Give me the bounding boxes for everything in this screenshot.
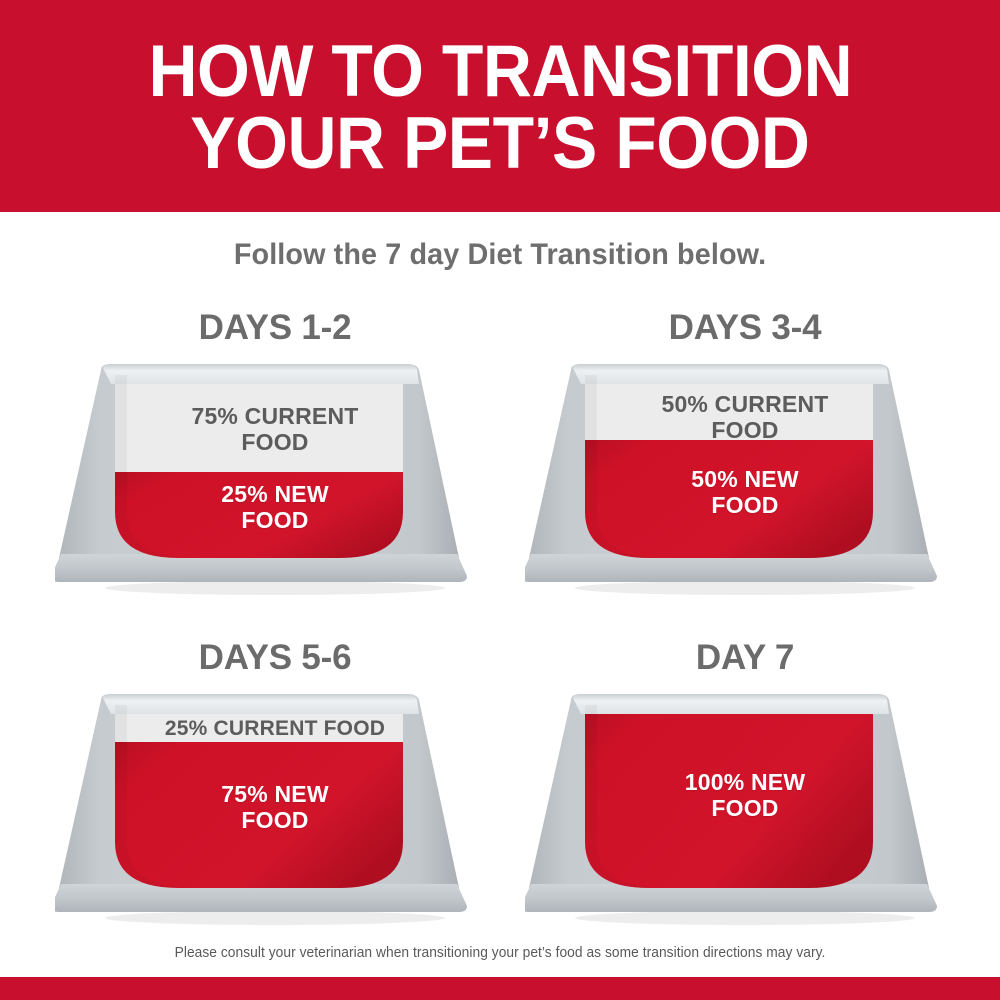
page-title-line-2: YOUR PET’S FOOD [190,103,810,184]
transition-step-card: DAYS 1-2 [55,300,495,620]
pet-food-bowl-graphic: 25% CURRENT FOOD 75% NEW FOOD [55,692,495,932]
pet-food-bowl-graphic: 50% CURRENT FOOD 50% NEW FOOD [525,362,965,602]
transition-step-grid: DAYS 1-2 [0,300,1000,940]
transition-step-card: DAYS 5-6 [55,630,495,950]
pet-food-bowl-graphic: 75% CURRENT FOOD 25% NEW FOOD [55,362,495,602]
step-heading: DAY 7 [695,638,795,677]
footer-disclaimer: Please consult your veterinarian when tr… [174,945,826,961]
step-heading: DAYS 5-6 [198,638,352,677]
step-heading: DAYS 1-2 [198,308,352,347]
page-title-line-1: HOW TO TRANSITION [148,30,852,112]
transition-step-card: DAY 7 [525,630,965,950]
transition-step-card: DAYS 3-4 [525,300,965,620]
header-banner: HOW TO TRANSITION YOUR PET’S FOOD [0,0,1000,212]
step-heading: DAYS 3-4 [668,308,822,347]
pet-food-bowl-graphic: 100% NEW FOOD [525,692,965,932]
footer-bar [0,977,1000,1000]
subtitle: Follow the 7 day Diet Transition below. [233,238,767,271]
